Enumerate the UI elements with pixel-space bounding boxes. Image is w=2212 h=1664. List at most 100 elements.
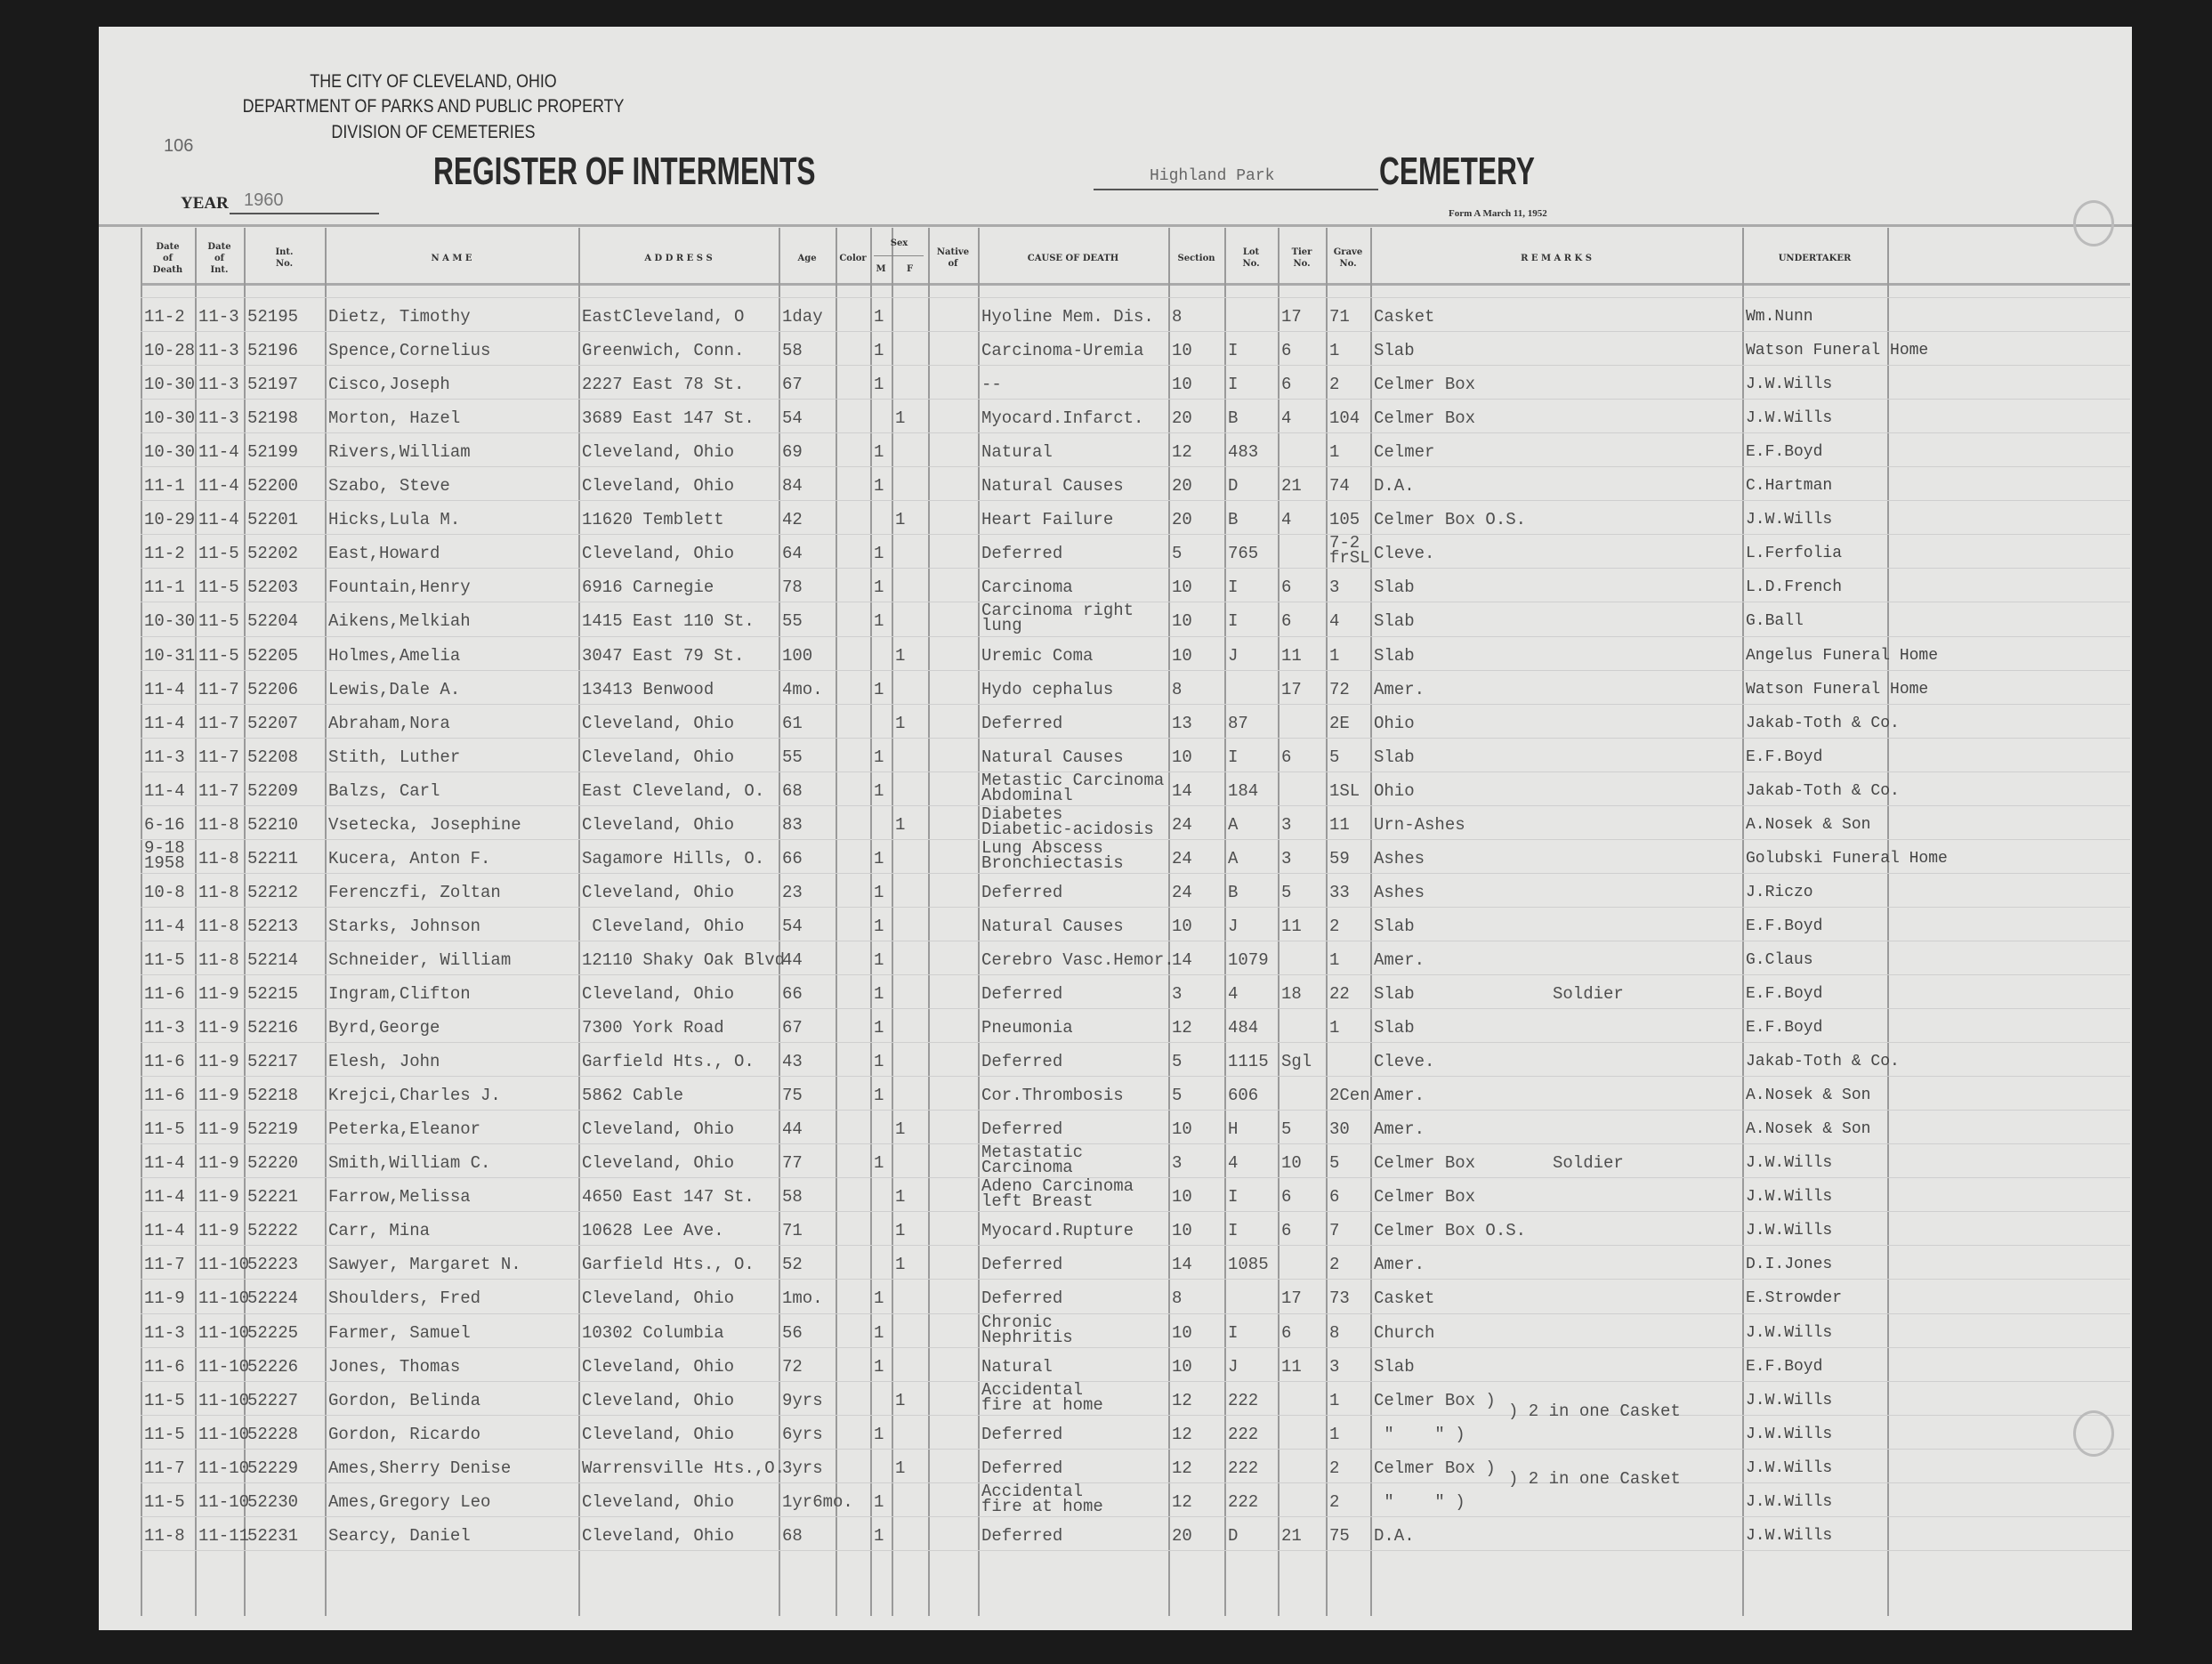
cell-address: Garfield Hts., O. xyxy=(582,1255,755,1274)
cell-int: 11-9 xyxy=(198,1018,239,1038)
cell-grave: 33 xyxy=(1329,883,1350,902)
column-divider xyxy=(779,228,780,1616)
cell-grave: 2 xyxy=(1329,1458,1340,1478)
cell-int: 11-3 xyxy=(198,408,239,428)
cell-undertaker: E.F.Boyd xyxy=(1746,443,1823,461)
cell-remarks: Amer. xyxy=(1374,1119,1425,1139)
cell-cause: Deferred xyxy=(981,1052,1063,1071)
cell-remarks: Urn-Ashes xyxy=(1374,815,1465,835)
cell-death: 10-29 xyxy=(144,510,196,529)
cell-m: 1 xyxy=(874,1018,884,1038)
cell-section: 3 xyxy=(1172,1153,1183,1173)
cell-name: Abraham,Nora xyxy=(328,714,450,733)
cell-grave: 1 xyxy=(1329,646,1340,666)
cell-death: 11-3 xyxy=(144,1018,185,1038)
cell-undertaker: D.I.Jones xyxy=(1746,1256,1833,1273)
cell-address: 6916 Carnegie xyxy=(582,578,714,597)
cell-m: 1 xyxy=(874,307,884,327)
cell-name: Ames,Gregory Leo xyxy=(328,1492,491,1512)
cell-section: 8 xyxy=(1172,307,1183,327)
cell-cause: Deferred xyxy=(981,1255,1063,1274)
cell-address: Greenwich, Conn. xyxy=(582,341,745,360)
cell-undertaker: Watson Funeral Home xyxy=(1746,342,1929,359)
cell-cause: Deferred xyxy=(981,1526,1063,1546)
register-title: REGISTER OF INTERMENTS xyxy=(433,149,816,193)
cell-cause: Chronic Nephritis xyxy=(981,1313,1073,1347)
cell-no: 52221 xyxy=(247,1187,299,1207)
cell-death: 11-9 xyxy=(144,1288,185,1308)
cell-death: 11-3 xyxy=(144,1323,185,1343)
cell-lot: I xyxy=(1228,747,1239,767)
cell-remarks: Amer. xyxy=(1374,1255,1425,1274)
cell-int: 11-8 xyxy=(198,917,239,936)
cell-remarks: Ohio xyxy=(1374,781,1415,801)
cell-int: 11-5 xyxy=(198,646,239,666)
cell-grave: 2 xyxy=(1329,1255,1340,1274)
column-header-name: N A M E xyxy=(431,253,472,263)
cell-lot: 222 xyxy=(1228,1391,1259,1410)
column-divider xyxy=(1278,228,1280,1616)
cell-cause: Carcinoma right lung xyxy=(981,601,1134,635)
cell-int: 11-9 xyxy=(198,1187,239,1207)
cell-age: 6yrs xyxy=(782,1425,823,1444)
cell-death: 11-7 xyxy=(144,1458,185,1478)
cell-no: 52206 xyxy=(247,680,299,699)
cell-lot: 4 xyxy=(1228,984,1239,1004)
year-label: YEAR xyxy=(181,194,229,213)
cell-int: 11-3 xyxy=(198,375,239,394)
cell-section: 12 xyxy=(1172,1391,1192,1410)
cell-tier: 11 xyxy=(1281,1357,1302,1377)
cell-grave: 1 xyxy=(1329,1391,1340,1410)
cell-int: 11-10 xyxy=(198,1255,250,1274)
cell-no: 52209 xyxy=(247,781,299,801)
cell-grave: 1SL xyxy=(1329,781,1360,801)
cell-undertaker: E.F.Boyd xyxy=(1746,985,1823,1003)
cell-age: 9yrs xyxy=(782,1391,823,1410)
cell-no: 52217 xyxy=(247,1052,299,1071)
cell-no: 52202 xyxy=(247,544,299,563)
cell-f: 1 xyxy=(895,1391,906,1410)
cell-name: Hicks,Lula M. xyxy=(328,510,461,529)
year-value: 1960 xyxy=(244,190,284,210)
table-top-rule xyxy=(99,224,2132,227)
cell-int: 11-10 xyxy=(198,1391,250,1410)
cell-age: 77 xyxy=(782,1153,803,1173)
cell-section: 14 xyxy=(1172,781,1192,801)
cell-cause: Natural xyxy=(981,1357,1053,1377)
cell-death: 10-30 xyxy=(144,408,196,428)
cell-grave: 5 xyxy=(1329,747,1340,767)
cell-cause: Deferred xyxy=(981,984,1063,1004)
cell-death: 11-6 xyxy=(144,1086,185,1105)
row-rule xyxy=(141,1449,2130,1450)
cell-death: 11-8 xyxy=(144,1526,185,1546)
cell-no: 52211 xyxy=(247,849,299,868)
cell-remarks: Slab xyxy=(1374,578,1415,597)
cell-death: 11-4 xyxy=(144,1221,185,1240)
cell-grave: 2 xyxy=(1329,917,1340,936)
cell-no: 52213 xyxy=(247,917,299,936)
cell-lot: 222 xyxy=(1228,1458,1259,1478)
cell-f: 1 xyxy=(895,714,906,733)
cell-name: Spence,Cornelius xyxy=(328,341,491,360)
cell-section: 12 xyxy=(1172,442,1192,462)
cell-remarks: Casket xyxy=(1374,1288,1435,1308)
cell-tier: 6 xyxy=(1281,1221,1292,1240)
cell-cause: Cor.Thrombosis xyxy=(981,1086,1124,1105)
cell-m: 1 xyxy=(874,747,884,767)
cell-remarks: Celmer Box O.S. xyxy=(1374,510,1527,529)
cell-remarks: Amer. xyxy=(1374,950,1425,970)
cell-cause: Natural Causes xyxy=(981,476,1124,496)
cell-address: 7300 York Road xyxy=(582,1018,724,1038)
cell-m: 1 xyxy=(874,984,884,1004)
cell-lot: I xyxy=(1228,1187,1239,1207)
cell-name: Ferenczfi, Zoltan xyxy=(328,883,501,902)
cell-death: 11-6 xyxy=(144,984,185,1004)
column-header-int: Date of Int. xyxy=(207,241,231,275)
cell-death: 10-28 xyxy=(144,341,196,360)
cell-tier: 11 xyxy=(1281,917,1302,936)
cell-remarks: Slab xyxy=(1374,1018,1415,1038)
cell-remarks: Slab xyxy=(1374,984,1415,1004)
cell-lot: 606 xyxy=(1228,1086,1259,1105)
cell-age: 67 xyxy=(782,375,803,394)
cell-int: 11-3 xyxy=(198,341,239,360)
